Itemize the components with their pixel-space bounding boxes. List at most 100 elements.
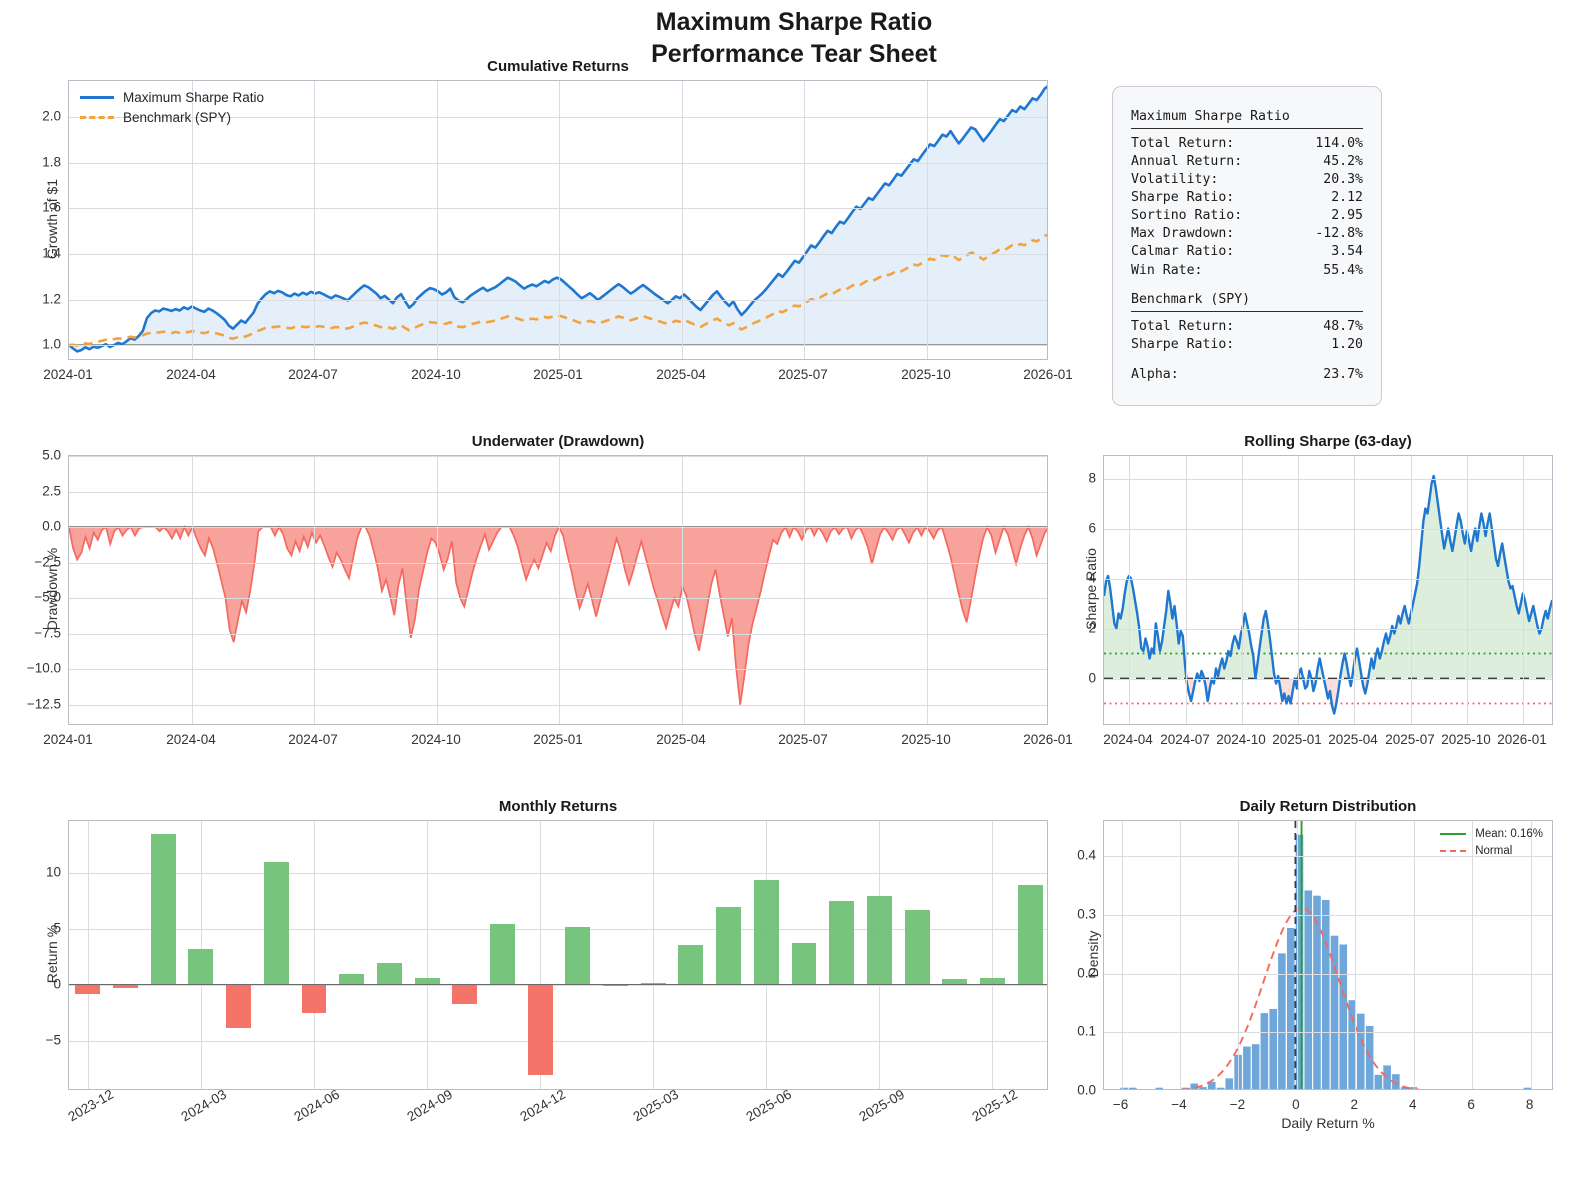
stats-row-value: 55.4% (1323, 262, 1363, 278)
x-axis-tick: 2024-04 (166, 732, 216, 747)
stats-row-label: Sharpe Ratio: (1131, 336, 1235, 352)
x-axis-tick: −2 (1229, 1097, 1246, 1112)
gridline-vertical (1242, 456, 1243, 724)
distribution-svg (1119, 821, 1532, 1089)
legend-swatch (1440, 833, 1467, 835)
distribution-plot (1103, 820, 1553, 1090)
cumulative-returns-title: Cumulative Returns (487, 58, 629, 75)
gridline-horizontal (69, 1041, 1047, 1042)
gridline-vertical (1122, 821, 1123, 1089)
legend-swatch (80, 96, 114, 99)
rolling-sharpe-plot (1103, 455, 1553, 725)
x-axis-tick: −6 (1112, 1097, 1129, 1112)
x-axis-tick: 2025-01 (533, 732, 583, 747)
stats-divider-1 (1131, 128, 1363, 129)
stats-row-label: Win Rate: (1131, 262, 1203, 278)
cumulative-returns-panel: Cumulative Returns Growth of $1 Maximum … (42, 58, 1073, 382)
x-axis-tick: 2025-07 (778, 367, 828, 382)
zero-baseline (69, 983, 1047, 986)
monthly-return-bar (866, 896, 892, 985)
stats-row-value: -12.8% (1315, 226, 1363, 242)
stats-row-value: 20.3% (1323, 172, 1363, 188)
gridline-vertical (927, 456, 928, 724)
gridline-vertical (314, 456, 315, 724)
x-axis-tick: 2025-12 (969, 1086, 1020, 1125)
x-axis-tick: 2025-10 (901, 367, 951, 382)
monthly-return-bar (904, 909, 930, 985)
gridline-horizontal (69, 598, 1047, 599)
stats-row-label: Annual Return: (1131, 154, 1243, 170)
x-axis-tick: 2025-06 (743, 1086, 794, 1125)
stats-row-label: Calmar Ratio: (1131, 244, 1235, 260)
y-axis-tick: 0.0 (1077, 1082, 1096, 1098)
x-axis-tick: 4 (1408, 1097, 1417, 1112)
gridline-vertical (1354, 456, 1355, 724)
stats-row: Total Return: 114.0% (1131, 135, 1363, 153)
monthly-return-bar (414, 978, 440, 985)
gridline-vertical (1414, 821, 1415, 1089)
y-axis-tick: 0.4 (1077, 847, 1096, 863)
gridline-vertical (1411, 456, 1412, 724)
stats-row: Total Return: 48.7% (1131, 318, 1363, 336)
monthly-returns-panel: Monthly Returns Return % 10 5 0 −5 2023-12 20… (44, 798, 1048, 1124)
legend-label: Normal (1475, 845, 1513, 857)
monthly-return-bar (188, 948, 214, 985)
gridline-horizontal (1104, 679, 1552, 680)
distribution-xlabel: Daily Return % (1281, 1115, 1375, 1131)
stats-strategy-header: Maximum Sharpe Ratio (1131, 109, 1290, 124)
stats-row-value: 2.95 (1331, 208, 1363, 224)
stats-row-label: Alpha: (1131, 366, 1179, 382)
y-axis-tick: 2 (1088, 620, 1096, 635)
x-axis-tick: 2026-01 (1023, 732, 1073, 747)
y-axis-tick: −10.0 (26, 660, 61, 676)
gridline-vertical (1297, 821, 1298, 1089)
legend-swatch (80, 116, 114, 119)
monthly-return-bar (565, 927, 591, 985)
stats-row-value: 3.54 (1331, 244, 1363, 260)
stats-row-label: Total Return: (1131, 136, 1235, 151)
gridline-vertical (1129, 456, 1130, 724)
x-axis-tick: 2024-07 (1160, 732, 1210, 747)
gridline-vertical (437, 456, 438, 724)
legend-item: Maximum Sharpe Ratio (80, 90, 264, 105)
x-axis-tick: 8 (1525, 1097, 1534, 1112)
monthly-return-bar (527, 984, 553, 1076)
legend-label: Mean: 0.16% (1475, 828, 1543, 840)
gridline-horizontal (69, 634, 1047, 635)
stats-alpha-rows: Alpha: 23.7% (1131, 366, 1363, 384)
y-axis-tick: 0.3 (1077, 906, 1096, 922)
x-axis-tick: 2024-07 (288, 367, 338, 382)
x-axis-tick: 2026-01 (1497, 732, 1547, 747)
gridline-vertical (927, 81, 928, 359)
gridline-horizontal (69, 208, 1047, 209)
stats-row: Annual Return: 45.2% (1131, 153, 1363, 171)
x-axis-tick: 2025-07 (778, 732, 828, 747)
x-axis-tick: 2025-04 (656, 732, 706, 747)
x-axis-tick: 2025-01 (1272, 732, 1322, 747)
monthly-returns-plot (68, 820, 1048, 1090)
monthly-return-bar (339, 973, 365, 985)
y-axis-tick: −5.0 (34, 589, 61, 605)
gridline-vertical (314, 81, 315, 359)
monthly-return-bar (376, 962, 402, 985)
stats-row: Alpha: 23.7% (1131, 366, 1363, 384)
gridline-vertical (540, 821, 541, 1089)
y-axis-tick: 5 (53, 920, 61, 936)
stats-row-label: Total Return: (1131, 318, 1235, 334)
y-axis-tick: −2.5 (34, 554, 61, 570)
legend-item: Normal (1440, 845, 1543, 857)
gridline-horizontal (1104, 915, 1552, 916)
monthly-return-bar (452, 984, 478, 1005)
legend-label: Benchmark (SPY) (123, 110, 232, 125)
monthly-returns-title: Monthly Returns (498, 798, 618, 815)
stats-row: Sharpe Ratio: 1.20 (1131, 336, 1363, 354)
gridline-vertical (1531, 821, 1532, 1089)
gridline-horizontal (1104, 974, 1552, 975)
gridline-horizontal (1104, 1032, 1552, 1033)
y-axis-tick: 0 (53, 976, 61, 992)
gridline-vertical (1523, 456, 1524, 724)
page-suptitle: Maximum Sharpe Ratio Performance Tear Sh… (651, 8, 937, 68)
stats-row: Volatility: 20.3% (1131, 171, 1363, 189)
y-axis-tick: 2.0 (42, 108, 61, 124)
monthly-return-bar (113, 984, 138, 989)
